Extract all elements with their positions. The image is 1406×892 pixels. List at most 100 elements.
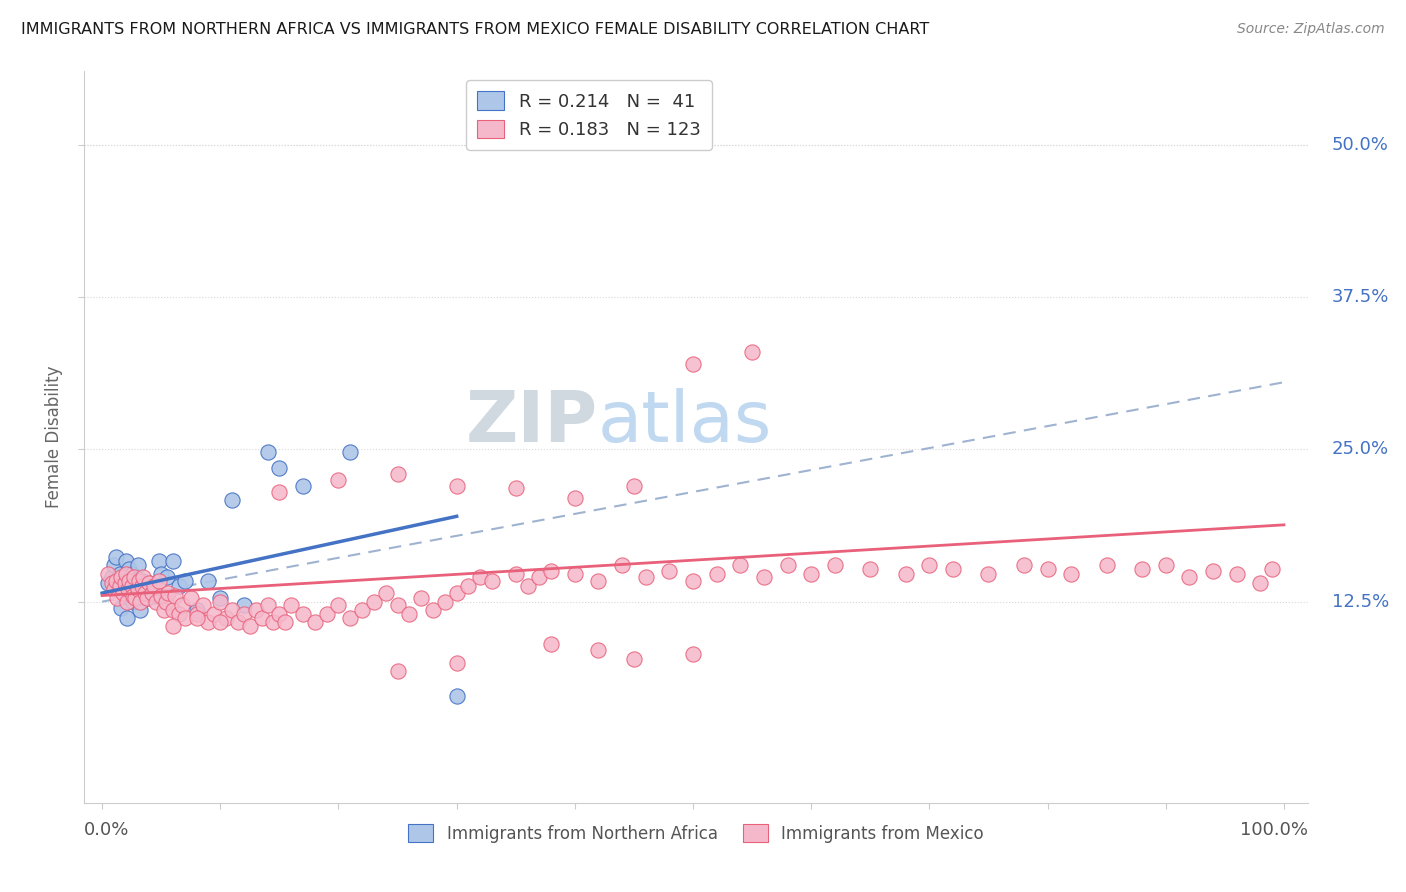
- Point: [446, 689, 468, 703]
- Point: [209, 591, 232, 605]
- Point: [1261, 562, 1284, 576]
- Point: [114, 566, 136, 581]
- Point: [1095, 558, 1118, 573]
- Point: [1249, 576, 1271, 591]
- Point: [505, 566, 527, 581]
- Point: [150, 566, 173, 581]
- Point: [339, 610, 361, 624]
- Point: [127, 582, 149, 597]
- Point: [1202, 564, 1225, 578]
- Point: [280, 599, 302, 613]
- Point: [269, 460, 291, 475]
- Point: [115, 594, 138, 608]
- Point: [117, 576, 139, 591]
- Point: [197, 574, 219, 588]
- Point: [110, 570, 132, 584]
- Point: [148, 554, 170, 568]
- Point: [398, 607, 420, 621]
- Text: Source: ZipAtlas.com: Source: ZipAtlas.com: [1237, 22, 1385, 37]
- Point: [118, 574, 141, 588]
- Point: [446, 656, 468, 670]
- Point: [121, 566, 143, 581]
- Point: [374, 586, 396, 600]
- Point: [136, 591, 159, 605]
- Point: [776, 558, 799, 573]
- Text: 12.5%: 12.5%: [1331, 592, 1389, 611]
- Text: 37.5%: 37.5%: [1331, 288, 1389, 306]
- Point: [209, 594, 232, 608]
- Point: [131, 574, 153, 588]
- Point: [114, 576, 136, 591]
- Point: [387, 599, 409, 613]
- Point: [108, 579, 131, 593]
- Point: [141, 586, 163, 600]
- Point: [250, 610, 273, 624]
- Point: [1012, 558, 1035, 573]
- Point: [226, 615, 249, 630]
- Text: 50.0%: 50.0%: [1331, 136, 1389, 153]
- Point: [800, 566, 823, 581]
- Point: [122, 570, 145, 584]
- Point: [103, 558, 125, 573]
- Point: [167, 607, 190, 621]
- Point: [387, 467, 409, 481]
- Point: [157, 586, 180, 600]
- Point: [173, 610, 195, 624]
- Point: [977, 566, 1000, 581]
- Point: [136, 591, 159, 605]
- Point: [186, 610, 208, 624]
- Y-axis label: Female Disability: Female Disability: [45, 366, 63, 508]
- Point: [730, 558, 752, 573]
- Point: [894, 566, 917, 581]
- Point: [120, 579, 142, 593]
- Point: [172, 599, 194, 613]
- Point: [658, 564, 681, 578]
- Point: [540, 564, 562, 578]
- Point: [103, 582, 125, 597]
- Point: [108, 566, 131, 581]
- Point: [107, 591, 129, 605]
- Point: [433, 594, 456, 608]
- Point: [610, 558, 633, 573]
- Point: [132, 570, 155, 584]
- Point: [118, 562, 141, 576]
- Point: [682, 647, 704, 661]
- Text: atlas: atlas: [598, 388, 772, 457]
- Point: [112, 586, 135, 600]
- Point: [540, 637, 562, 651]
- Point: [245, 603, 267, 617]
- Point: [682, 574, 704, 588]
- Point: [100, 576, 122, 591]
- Point: [138, 576, 160, 591]
- Point: [352, 603, 374, 617]
- Point: [114, 554, 136, 568]
- Point: [155, 594, 177, 608]
- Point: [141, 582, 163, 597]
- Point: [262, 615, 284, 630]
- Point: [859, 562, 882, 576]
- Point: [457, 579, 479, 593]
- Point: [215, 610, 238, 624]
- Point: [328, 599, 350, 613]
- Point: [97, 576, 120, 591]
- Point: [274, 615, 297, 630]
- Point: [124, 591, 146, 605]
- Point: [134, 586, 156, 600]
- Point: [269, 607, 291, 621]
- Point: [411, 591, 433, 605]
- Point: [221, 603, 243, 617]
- Point: [529, 570, 551, 584]
- Point: [121, 579, 143, 593]
- Point: [741, 344, 763, 359]
- Point: [173, 574, 195, 588]
- Point: [564, 491, 586, 505]
- Point: [145, 594, 167, 608]
- Point: [180, 591, 202, 605]
- Point: [516, 579, 538, 593]
- Point: [167, 579, 190, 593]
- Point: [107, 582, 129, 597]
- Point: [505, 481, 527, 495]
- Point: [148, 574, 170, 588]
- Point: [232, 599, 254, 613]
- Point: [221, 493, 243, 508]
